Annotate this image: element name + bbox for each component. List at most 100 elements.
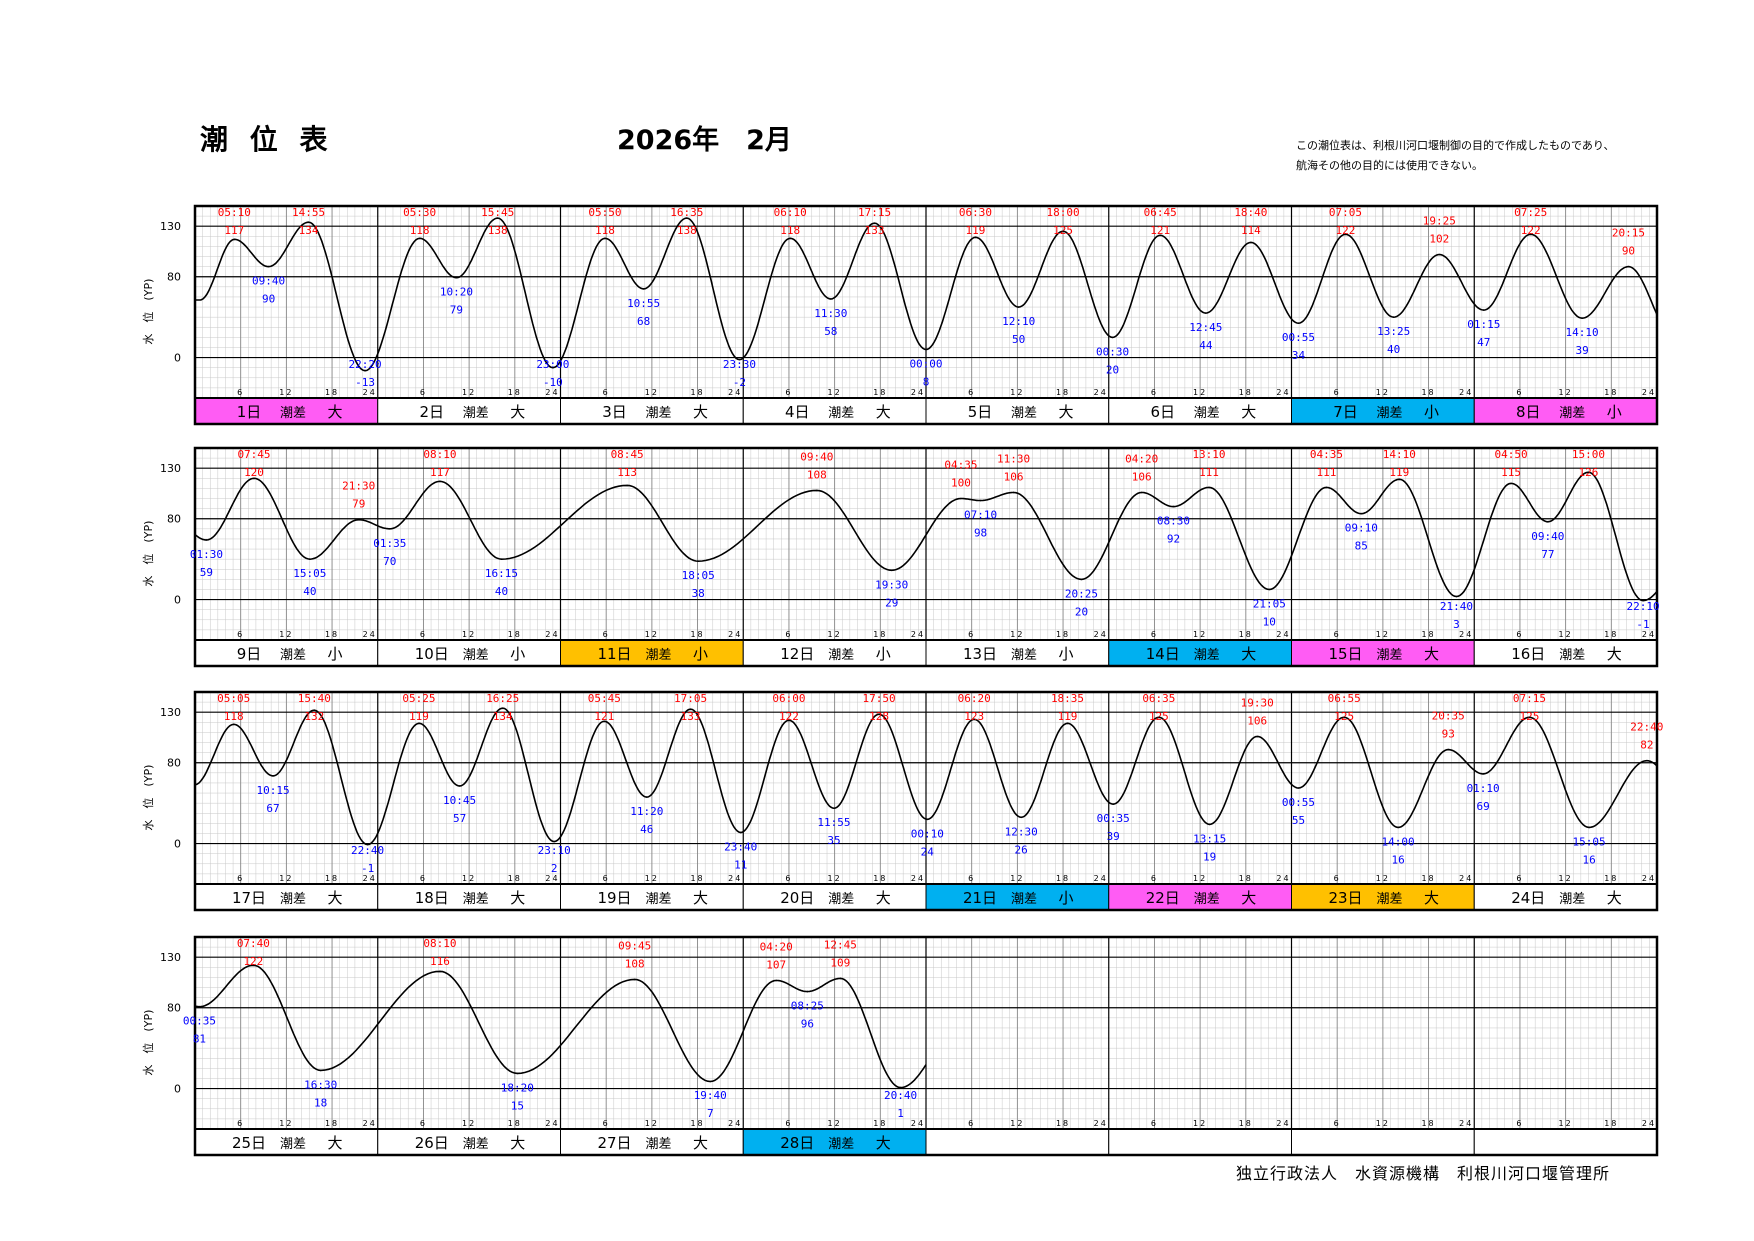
high-tide-time: 08:45 (611, 448, 644, 461)
high-tide-point (1344, 233, 1347, 236)
high-tide-level: 102 (1429, 233, 1449, 246)
x-tick-label: 18 (1604, 630, 1618, 639)
high-tide-point (633, 978, 636, 981)
low-tide-time: 18:05 (682, 569, 715, 582)
hour-grid (240, 937, 1612, 1129)
x-tick-label: 18 (1421, 388, 1435, 397)
low-tide-level: 34 (1292, 349, 1306, 362)
row-frame (193, 935, 1659, 1157)
tide-range-label: 潮差 (1559, 892, 1585, 907)
high-tide-level: 108 (807, 468, 827, 481)
high-tide-point (1140, 491, 1143, 494)
x-tick-label: 24 (1276, 388, 1290, 397)
tide-range-value: 大 (1058, 403, 1073, 421)
x-tick-label: 24 (911, 630, 925, 639)
low-tide-point (1268, 588, 1271, 591)
low-tide-point (1360, 512, 1363, 515)
x-tick-label: 18 (1604, 874, 1618, 883)
day-label: 13日 (963, 645, 997, 663)
low-tide-time: 10:20 (440, 286, 473, 299)
day-label: 27日 (597, 1134, 631, 1152)
low-tide-point (1642, 599, 1644, 602)
high-tide-level: 100 (951, 477, 971, 490)
low-tide-time: 22:40 (351, 844, 384, 857)
high-tide-time: 21:30 (342, 480, 375, 493)
high-tide-level: 107 (766, 958, 786, 971)
x-tick-label: 12 (279, 388, 293, 397)
tide-range-value: 大 (1241, 403, 1256, 421)
high-tide-level: 122 (1521, 224, 1541, 237)
tide-range-value: 小 (1424, 403, 1439, 421)
x-tick-label: 24 (1094, 388, 1108, 397)
high-tide-time: 07:25 (1514, 206, 1547, 219)
low-tide-time: 23:40 (724, 840, 757, 853)
high-tide-time: 12:45 (824, 938, 857, 951)
low-tide-point (1297, 322, 1300, 325)
high-tide-time: 06:20 (958, 692, 991, 705)
x-tick-label: 18 (325, 630, 339, 639)
low-tide-level: -1 (1636, 618, 1649, 631)
high-tide-level: 120 (244, 466, 264, 479)
x-tick-label: 18 (1604, 1119, 1618, 1128)
low-tide-level: 40 (1387, 343, 1400, 356)
x-tick-label: 18 (690, 388, 704, 397)
low-tide-point (1208, 823, 1211, 826)
low-tide-time: 16:15 (485, 567, 518, 580)
x-tick-label: 6 (603, 630, 610, 639)
x-tick-label: 12 (828, 1119, 842, 1128)
x-tick-label: 18 (508, 630, 522, 639)
day-label-cell (1108, 397, 1292, 425)
hour-grid (240, 448, 1612, 640)
low-tide-point (1205, 312, 1207, 314)
low-tide-level: 7 (707, 1107, 714, 1120)
high-tide-time: 20:15 (1612, 227, 1645, 240)
day-label-cell (560, 1128, 744, 1156)
high-tide-level: 108 (625, 957, 645, 970)
high-tide-point (496, 217, 499, 219)
x-tick-label: 24 (728, 388, 742, 397)
low-tide-level: 2 (551, 862, 558, 875)
low-tide-point (925, 348, 927, 351)
tide-range-label: 潮差 (1194, 406, 1220, 421)
day-label: 9日 (237, 645, 262, 663)
x-tick-label: 12 (1559, 1119, 1573, 1128)
high-tide-point (626, 484, 628, 487)
high-tide-level: 109 (830, 956, 850, 969)
low-tide-point (455, 276, 458, 279)
high-tide-time: 04:20 (1125, 452, 1158, 465)
high-tide-time: 16:25 (486, 692, 519, 705)
day-label: 19日 (597, 889, 631, 907)
tide-range-value: 大 (876, 403, 891, 421)
low-tide-level: 47 (1477, 336, 1490, 349)
x-tick-label: 18 (1239, 1119, 1253, 1128)
tide-range-value: 大 (327, 889, 342, 907)
low-tide-level: 55 (1292, 814, 1305, 827)
x-tick-label: 12 (1010, 1119, 1024, 1128)
day-label: 16日 (1511, 645, 1545, 663)
high-tide-point (604, 237, 606, 240)
x-tick-label: 24 (1276, 1119, 1290, 1128)
x-tick-label: 6 (237, 630, 244, 639)
x-tick-label: 6 (420, 388, 427, 397)
low-tide-level: 70 (383, 555, 396, 568)
high-tide-level: 133 (681, 710, 701, 723)
high-tide-time: 19:25 (1423, 215, 1456, 228)
x-tick-label: 18 (873, 388, 887, 397)
x-tick-label: 12 (462, 874, 476, 883)
x-tick-label: 18 (873, 630, 887, 639)
high-tide-time: 09:45 (618, 939, 651, 952)
high-tide-point (418, 722, 420, 725)
high-tide-level: 119 (966, 224, 986, 237)
low-tide-time: 12:30 (1005, 825, 1038, 838)
low-tide-time: 00:35 (183, 1015, 216, 1028)
high-tide-level: 119 (1058, 710, 1078, 723)
low-tide-time: 21:05 (1253, 597, 1286, 610)
high-tide-time: 18:40 (1234, 206, 1267, 219)
low-tide-time: 23:00 (536, 358, 569, 371)
tide-range-label: 潮差 (1559, 406, 1585, 421)
high-tide-point (775, 979, 778, 982)
high-tide-level: 111 (1199, 466, 1219, 479)
day-label-cell (1473, 1128, 1658, 1156)
x-tick-label: 24 (545, 630, 559, 639)
